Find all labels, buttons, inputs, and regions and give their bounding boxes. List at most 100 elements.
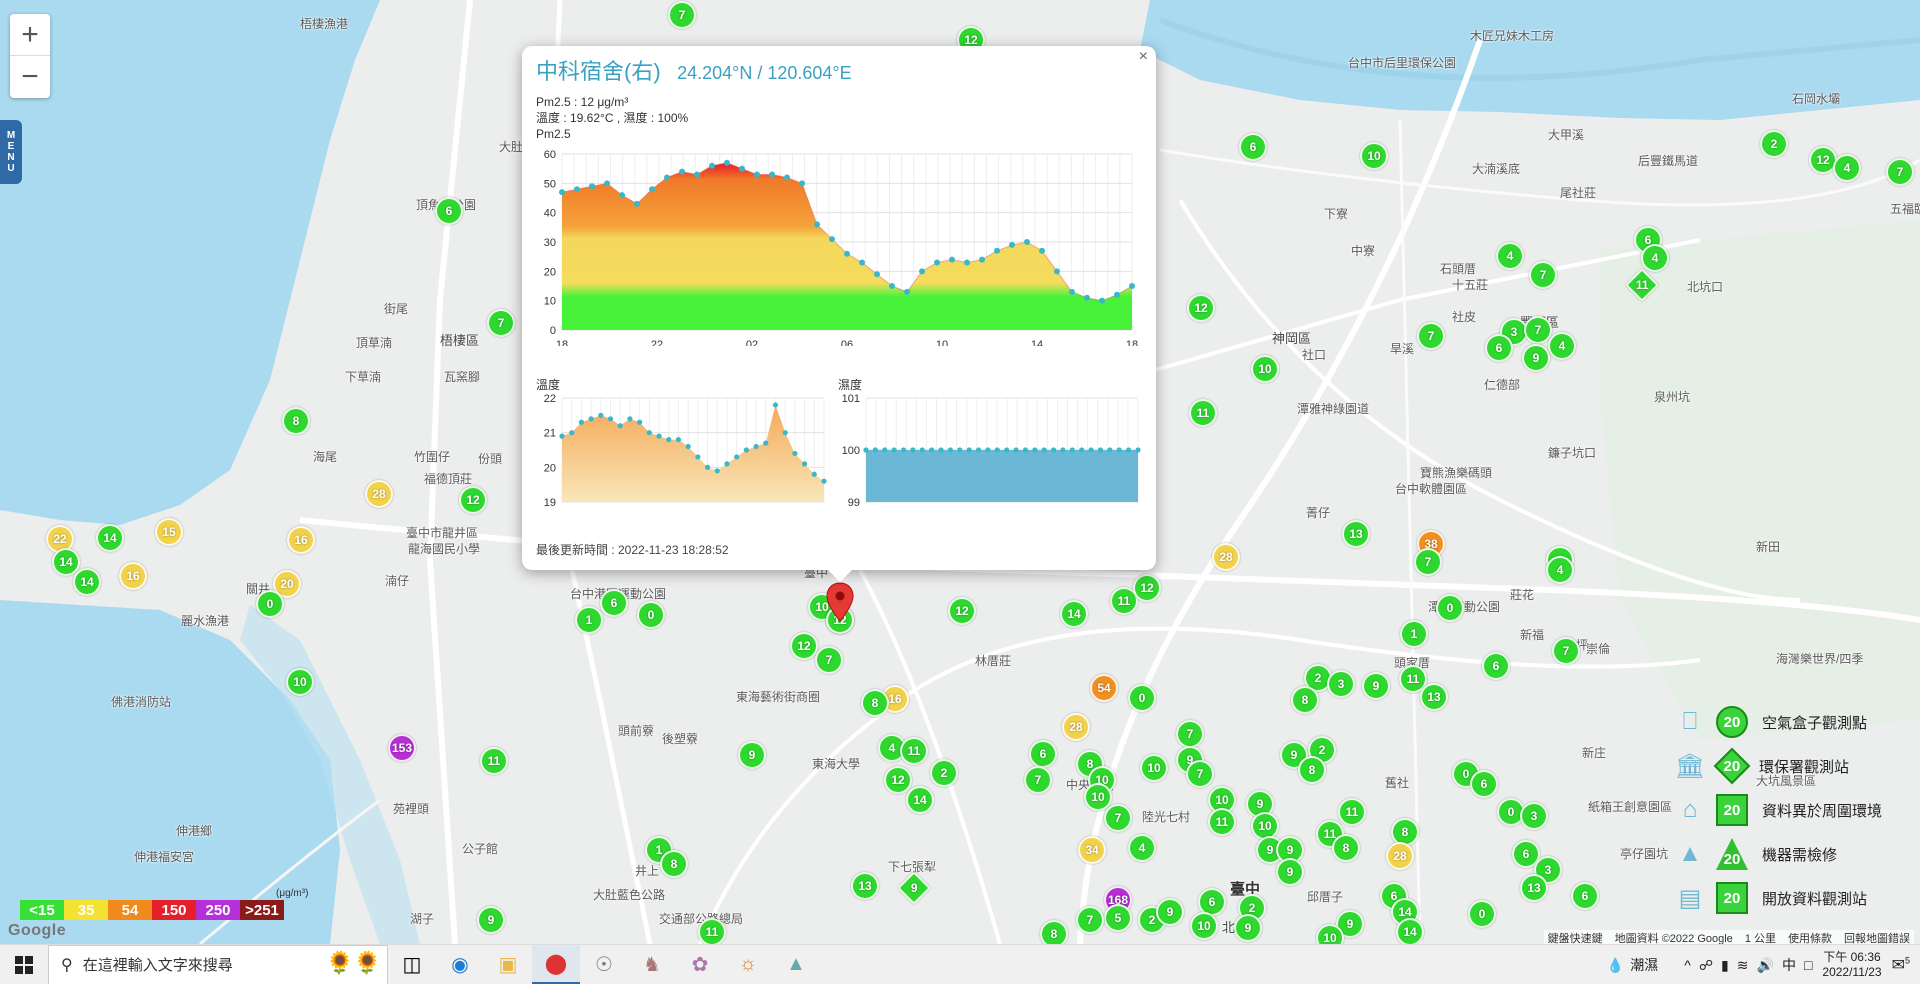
airbox-marker[interactable]: 10 (1190, 912, 1218, 940)
airbox-marker[interactable]: 14 (96, 524, 124, 552)
airbox-marker[interactable]: 6 (1482, 652, 1510, 680)
airbox-marker[interactable]: 1 (575, 606, 603, 634)
airbox-marker[interactable]: 3 (1534, 856, 1562, 884)
airbox-marker[interactable]: 0 (1468, 900, 1496, 928)
airbox-marker[interactable]: 10 (1316, 924, 1344, 944)
airbox-marker[interactable]: 11 (1208, 808, 1236, 836)
airbox-marker[interactable]: 9 (738, 741, 766, 769)
ime-indicator[interactable]: 中 (1781, 957, 1796, 973)
airbox-marker[interactable]: 11 (698, 918, 726, 944)
airbox-marker[interactable]: 28 (1212, 543, 1240, 571)
airbox-marker[interactable]: 9 (1362, 672, 1390, 700)
airbox-marker[interactable]: 12 (1133, 574, 1161, 602)
airbox-marker[interactable]: 9 (1522, 344, 1550, 372)
airbox-marker[interactable]: 9 (477, 906, 505, 934)
airbox-marker[interactable]: 28 (1386, 842, 1414, 870)
airbox-marker[interactable]: 0 (256, 590, 284, 618)
notification-icon[interactable]: ✉5 (1891, 955, 1910, 974)
airbox-marker[interactable]: 4 (1128, 834, 1156, 862)
airbox-marker[interactable]: 6 (1485, 334, 1513, 362)
airbox-marker[interactable]: 11 (1110, 587, 1138, 615)
airbox-marker[interactable]: 10 (1251, 355, 1279, 383)
airbox-marker[interactable]: 12 (459, 486, 487, 514)
airbox-marker[interactable]: 7 (1524, 316, 1552, 344)
airbox-marker[interactable]: 7 (487, 309, 515, 337)
airbox-marker[interactable]: 14 (906, 786, 934, 814)
airbox-marker[interactable]: 7 (1176, 720, 1204, 748)
airbox-marker[interactable]: 13 (851, 872, 879, 900)
airbox-marker[interactable]: 14 (1060, 600, 1088, 628)
airbox-marker[interactable]: 4 (1548, 332, 1576, 360)
airbox-marker[interactable]: 6 (1512, 840, 1540, 868)
airbox-marker[interactable]: 11 (1338, 798, 1366, 826)
airbox-marker[interactable]: 9 (1234, 914, 1262, 942)
airbox-marker[interactable]: 4 (1641, 244, 1669, 272)
airbox-marker[interactable]: 16 (287, 526, 315, 554)
airbox-marker[interactable]: 12 (884, 766, 912, 794)
airbox-marker[interactable]: 12 (948, 597, 976, 625)
app-icon[interactable]: ✿ (691, 954, 709, 976)
taskbar-search-box[interactable]: ⚲ 在這裡輸入文字來搜尋 🌻🌻 (48, 944, 388, 984)
airbox-marker[interactable]: 0 (637, 601, 665, 629)
airbox-marker[interactable]: 34 (1078, 836, 1106, 864)
airbox-marker[interactable]: 10 (1360, 142, 1388, 170)
airbox-marker[interactable]: 10 (1084, 783, 1112, 811)
airbox-marker[interactable]: 11 (900, 737, 928, 765)
map-scale[interactable]: 1 公里 (1744, 933, 1776, 944)
airbox-marker[interactable]: 8 (861, 689, 889, 717)
airbox-marker[interactable]: 10 (286, 668, 314, 696)
terms-link[interactable]: 使用條款 (1788, 933, 1832, 944)
airbox-marker[interactable]: 11 (480, 747, 508, 775)
airbox-marker[interactable]: 16 (119, 562, 147, 590)
map-canvas[interactable]: 梧棲漁港大肚頂魚寮公園街尾梧棲區頂草湳下草湳瓦窯腳海尾竹圍仔份頭福德頂莊臺中市龍… (0, 0, 1920, 944)
airbox-marker[interactable]: 6 (1198, 888, 1226, 916)
airbox-marker[interactable]: 0 (1128, 684, 1156, 712)
airbox-marker[interactable]: 6 (1239, 133, 1267, 161)
airbox-marker[interactable]: 11 (1316, 820, 1344, 848)
airbox-marker[interactable]: 3 (1520, 802, 1548, 830)
airbox-marker[interactable]: 8 (660, 850, 688, 878)
airbox-marker[interactable]: 0 (1436, 594, 1464, 622)
network-icon[interactable]: ☍ (1698, 956, 1714, 973)
app-icon[interactable]: ☉ (595, 954, 613, 976)
airbox-marker[interactable]: 15 (155, 518, 183, 546)
airbox-marker[interactable]: 28 (365, 480, 393, 508)
airbox-marker[interactable]: 8 (1291, 686, 1319, 714)
airbox-marker[interactable]: 4 (1496, 242, 1524, 270)
airbox-marker[interactable]: 10 (1140, 754, 1168, 782)
chevron-up-icon[interactable]: ^ (1684, 957, 1691, 973)
airbox-marker[interactable]: 7 (815, 646, 843, 674)
airbox-marker[interactable]: 2 (930, 759, 958, 787)
airbox-marker[interactable]: 3 (1327, 670, 1355, 698)
airbox-marker[interactable]: 4 (1546, 556, 1574, 584)
airbox-marker[interactable]: 7 (1414, 548, 1442, 576)
weather-text[interactable]: 潮濕 (1630, 957, 1659, 973)
battery-icon[interactable]: ▮ (1721, 956, 1729, 973)
airbox-marker[interactable]: 7 (1076, 906, 1104, 934)
edge-browser-icon[interactable]: ◉ (451, 954, 469, 976)
airbox-marker[interactable]: 6 (1470, 770, 1498, 798)
airbox-marker[interactable]: 8 (1298, 756, 1326, 784)
airbox-marker[interactable]: 7 (1529, 261, 1557, 289)
airbox-marker[interactable]: 7 (1186, 760, 1214, 788)
ime-mode-icon[interactable]: □ (1803, 957, 1813, 973)
keyboard-shortcuts-link[interactable]: 鍵盤快速鍵 (1547, 933, 1603, 944)
airbox-marker[interactable]: 1 (1400, 620, 1428, 648)
airbox-marker[interactable]: 2 (1760, 130, 1788, 158)
airbox-marker[interactable]: 8 (1332, 834, 1360, 862)
airbox-marker[interactable]: 13 (1342, 520, 1370, 548)
blender-icon[interactable]: ☼ (738, 953, 758, 975)
airbox-marker[interactable]: 9 (1156, 898, 1184, 926)
airbox-marker[interactable]: 12 (790, 632, 818, 660)
airbox-marker[interactable]: 6 (1029, 740, 1057, 768)
start-button[interactable] (0, 945, 48, 984)
file-explorer-icon[interactable]: ▣ (498, 954, 518, 976)
airbox-marker[interactable]: 14 (52, 548, 80, 576)
menu-button[interactable]: M E N U (0, 120, 22, 184)
airbox-marker[interactable]: 13 (1520, 874, 1548, 902)
airbox-marker[interactable]: 9 (1280, 741, 1308, 769)
volume-icon[interactable]: 🔊 (1756, 956, 1774, 973)
airbox-marker[interactable]: 4 (1833, 154, 1861, 182)
airbox-marker[interactable]: 7 (1104, 804, 1132, 832)
zoom-in-button[interactable]: + (10, 14, 50, 56)
